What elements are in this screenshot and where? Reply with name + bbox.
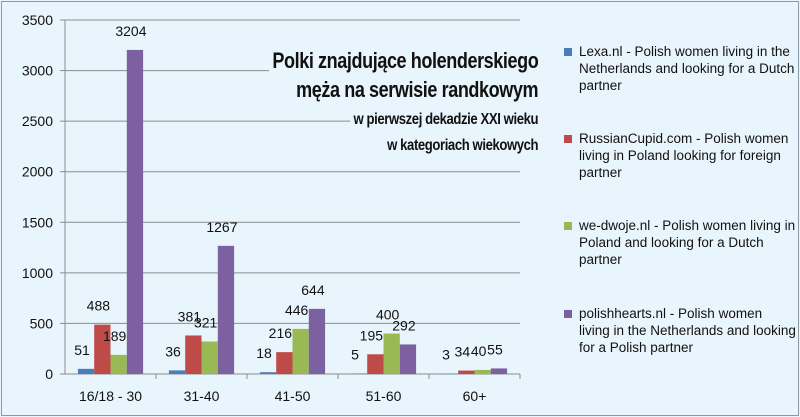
legend-swatch — [564, 310, 572, 318]
data-label: 55 — [487, 341, 503, 357]
legend-swatch — [564, 222, 572, 230]
y-tick-label: 3500 — [22, 12, 53, 28]
legend-item-lexa: Lexa.nl - Polish women living in the Net… — [564, 43, 796, 94]
data-label: 216 — [269, 325, 293, 341]
x-tick-label: 16/18 - 30 — [79, 388, 142, 404]
chart-title-line-1: Polki znajdujące holenderskiego — [268, 48, 538, 74]
bar — [458, 370, 475, 374]
data-label: 321 — [194, 315, 218, 331]
bar — [292, 328, 309, 374]
data-label: 400 — [376, 307, 400, 323]
legend-label: we-dwoje.nl - Polish women living in Pol… — [579, 218, 796, 267]
bar — [308, 308, 326, 374]
y-tick-label: 2000 — [22, 164, 53, 180]
x-tick-label: 51-60 — [366, 388, 402, 404]
data-label: 381 — [178, 308, 202, 324]
chart-subtitle-line-1: w pierwszej dekadzie XXI wieku — [350, 111, 538, 129]
legend-item-we-dwoje: we-dwoje.nl - Polish women living in Pol… — [564, 217, 796, 268]
data-label: 5 — [351, 346, 359, 362]
legend-label: RussianCupid.com - Polish women living i… — [579, 131, 789, 180]
data-label: 1267 — [206, 219, 237, 235]
data-label: 34 — [455, 344, 471, 360]
legend-label: polishhearts.nl - Polish women living in… — [579, 306, 796, 355]
data-label: 40 — [471, 343, 487, 359]
y-tick-label: 2500 — [22, 113, 53, 129]
data-label: 3204 — [115, 23, 146, 39]
bar — [94, 324, 111, 374]
data-label: 3 — [442, 347, 450, 363]
legend-item-polishhearts: polishhearts.nl - Polish women living in… — [564, 305, 796, 356]
data-label: 292 — [392, 317, 416, 333]
bar — [474, 369, 491, 374]
x-tick-label: 60+ — [463, 388, 487, 404]
y-tick-label: 1000 — [22, 265, 53, 281]
bar — [77, 368, 95, 374]
bar — [259, 372, 277, 374]
bar — [490, 368, 508, 374]
data-label: 51 — [74, 342, 90, 358]
bar — [201, 341, 218, 374]
bar — [110, 354, 127, 374]
legend-swatch — [564, 48, 572, 56]
y-tick-label: 1500 — [22, 214, 53, 230]
data-label: 189 — [103, 328, 127, 344]
chart-title-line-2: męża na serwisie randkowym — [292, 77, 538, 103]
bar — [168, 370, 186, 374]
data-label: 446 — [285, 302, 309, 318]
bar — [350, 373, 368, 374]
chart-subtitle-line-2: w kategoriach wiekowych — [383, 137, 538, 155]
legend-swatch — [564, 135, 572, 143]
bar — [185, 335, 202, 374]
bar — [399, 344, 417, 374]
legend-label: Lexa.nl - Polish women living in the Net… — [579, 44, 795, 93]
bar — [126, 49, 144, 374]
data-label: 36 — [165, 343, 181, 359]
data-label: 18 — [256, 345, 272, 361]
data-label: 195 — [360, 327, 384, 343]
bar — [383, 333, 400, 374]
data-label: 644 — [301, 282, 325, 298]
x-tick-label: 41-50 — [275, 388, 311, 404]
y-tick-label: 500 — [30, 315, 54, 331]
y-tick-label: 0 — [45, 366, 53, 382]
bar — [441, 373, 459, 375]
x-tick-label: 31-40 — [184, 388, 220, 404]
legend-item-russiancupid: RussianCupid.com - Polish women living i… — [564, 130, 796, 181]
bar — [276, 352, 293, 374]
bar — [217, 245, 235, 374]
data-label: 488 — [87, 298, 111, 314]
y-tick-label: 3000 — [22, 63, 53, 79]
bar — [367, 354, 384, 374]
